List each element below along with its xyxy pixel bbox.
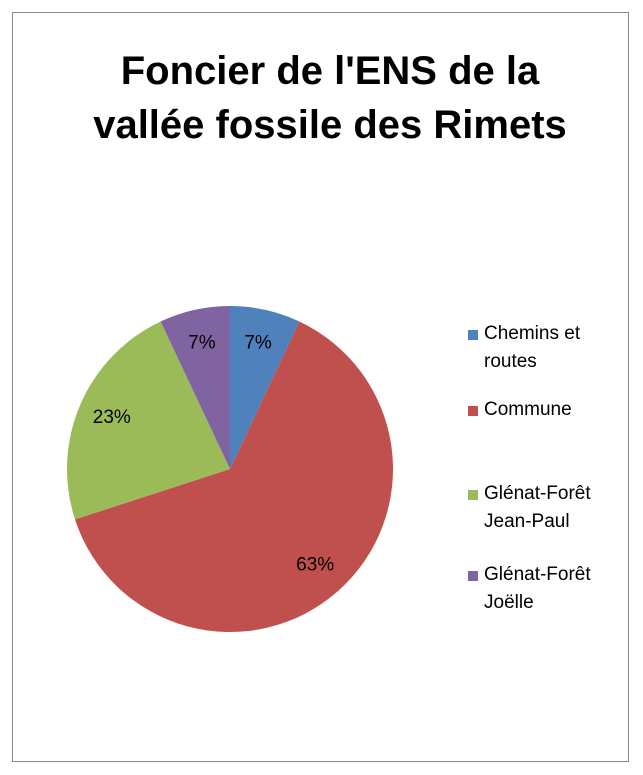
pie-slice [67, 321, 231, 520]
data-label: 7% [244, 332, 272, 353]
legend-item: Commune [468, 396, 618, 424]
chart-frame [12, 12, 629, 762]
legend-swatch [468, 330, 478, 340]
legend-label: Chemins et routes [484, 323, 581, 372]
data-label: 7% [188, 332, 216, 353]
chart-title: Foncier de l'ENS de la vallée fossile de… [93, 49, 567, 147]
data-label: 23% [93, 407, 131, 428]
legend-swatch [468, 406, 478, 416]
data-label: 63% [296, 555, 334, 576]
legend-item: Glénat-Forêt Joëlle [468, 561, 618, 617]
pie-slice [230, 306, 300, 469]
legend-item: Chemins et routes [468, 320, 618, 376]
legend-item: Glénat-Forêt Jean-Paul [468, 480, 618, 536]
legend-swatch [468, 490, 478, 500]
legend-label: Commune [484, 399, 572, 420]
legend-label: Glénat-Forêt Jean-Paul [484, 483, 591, 532]
pie-slice [160, 306, 230, 469]
legend-swatch [468, 571, 478, 581]
legend-label: Glénat-Forêt Joëlle [484, 564, 591, 613]
pie-slice [74, 321, 394, 632]
